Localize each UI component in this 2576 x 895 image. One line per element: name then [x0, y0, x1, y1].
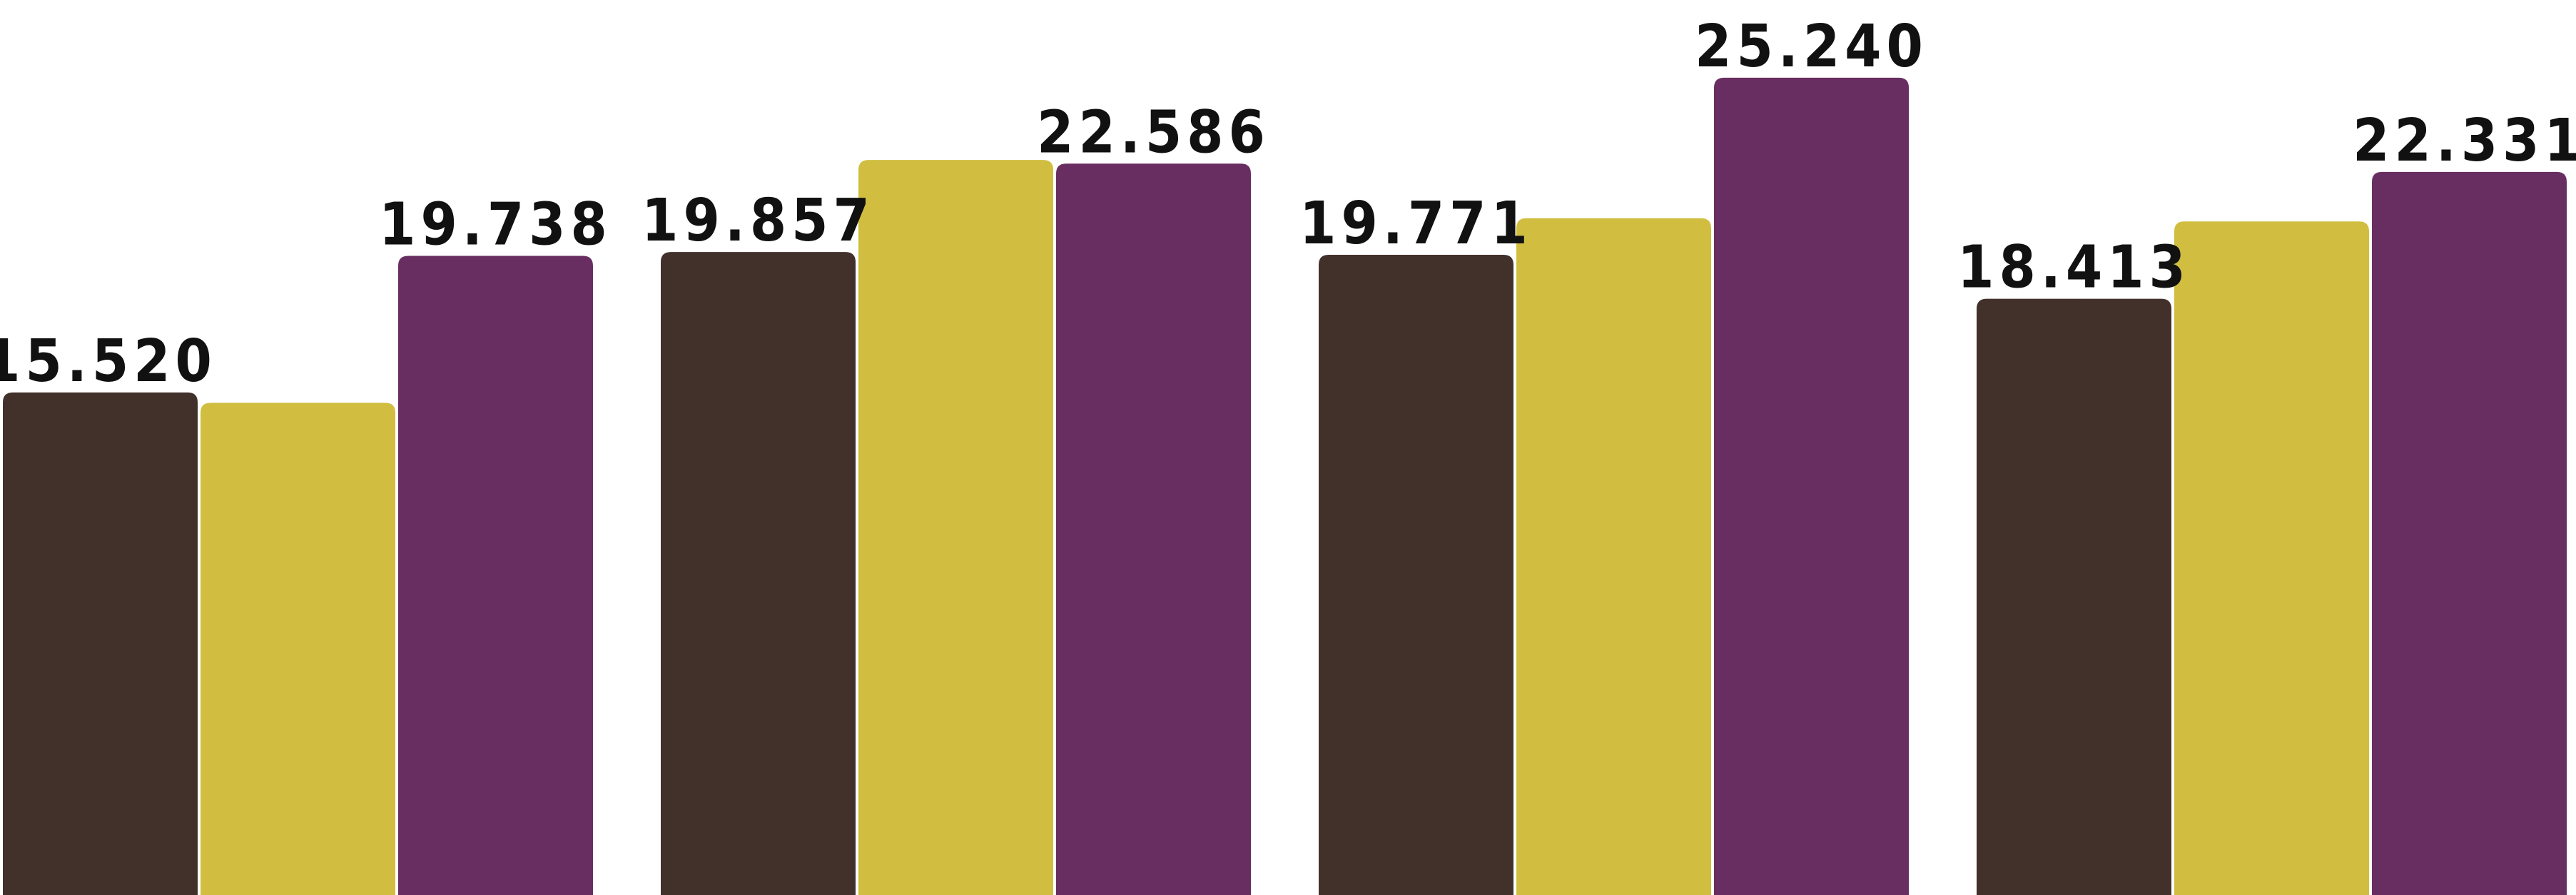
data-label-group2-series1: 19.857 — [642, 187, 875, 255]
bar-group4-series3 — [2372, 171, 2567, 895]
bar-group3-series2 — [1516, 218, 1711, 895]
data-label-group1-series1: 15.520 — [0, 328, 217, 395]
bar-group1-series2 — [201, 403, 395, 895]
bar-group4-series2 — [2174, 221, 2369, 895]
data-label-group1-series3: 19.738 — [379, 191, 612, 258]
data-label-group4-series3: 22.331 — [2353, 107, 2576, 175]
bar-group2-series1 — [661, 252, 856, 895]
data-label-group3-series3: 25.240 — [1695, 13, 1928, 81]
bar-group1-series3 — [398, 256, 593, 895]
bar-group2-series2 — [858, 160, 1053, 895]
bar-group2-series3 — [1056, 163, 1251, 895]
data-labels-layer: 15.520 19.738 19.857 22.586 19.771 25.240 18.4… — [0, 13, 2576, 395]
bar-group3-series3 — [1714, 77, 1909, 895]
bar-group1-series1 — [3, 392, 198, 895]
bars-layer — [3, 77, 2567, 895]
data-label-group4-series1: 18.413 — [1957, 234, 2191, 302]
data-label-group3-series1: 19.771 — [1299, 190, 1533, 258]
bar-group3-series1 — [1319, 254, 1513, 895]
bar-group4-series1 — [1977, 298, 2171, 895]
data-label-group2-series3: 22.586 — [1037, 98, 1270, 166]
